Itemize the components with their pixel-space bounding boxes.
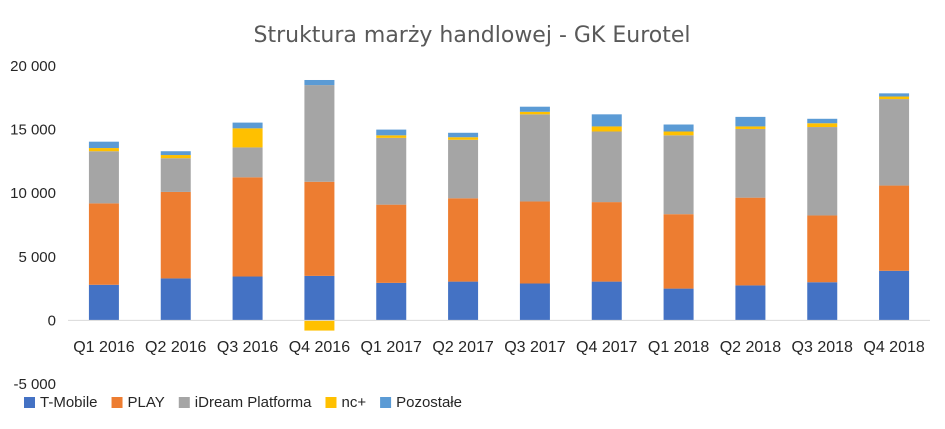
bar-segment-idream-platforma — [448, 139, 479, 199]
bar-segment-pozosta-e — [376, 129, 407, 136]
bar-segment-nc- — [304, 320, 335, 331]
bar-segment-t-mobile — [591, 281, 622, 321]
bar-segment-nc- — [735, 126, 766, 129]
bar-segment-t-mobile — [663, 288, 694, 321]
y-axis: -5 000 0 5 000 10 000 15 000 20 000 — [10, 58, 56, 393]
x-tick-label: Q2 2017 — [432, 339, 493, 356]
bar-segment-nc- — [663, 131, 694, 136]
bar-segment-idream-platforma — [591, 131, 622, 203]
y-tick-label: 20 000 — [10, 58, 56, 75]
bar-segment-nc- — [160, 155, 191, 159]
bar-segment-nc- — [807, 123, 838, 128]
bar-segment-idream-platforma — [88, 151, 119, 204]
bar-segment-pozosta-e — [663, 124, 694, 132]
x-tick-label: Q1 2016 — [73, 339, 134, 356]
legend-label: iDream Platforma — [195, 394, 312, 411]
bar-segment-t-mobile — [519, 283, 550, 321]
bars-group — [88, 79, 910, 331]
bar-segment-play — [663, 214, 694, 289]
x-tick-label: Q1 2018 — [648, 339, 709, 356]
legend-label: Pozostałe — [396, 394, 462, 411]
bar-segment-nc- — [448, 137, 479, 140]
bar-segment-pozosta-e — [735, 116, 766, 127]
bar-segment-nc- — [376, 135, 407, 138]
bar-segment-idream-platforma — [160, 158, 191, 192]
legend-swatch — [325, 397, 337, 408]
bar-segment-t-mobile — [807, 282, 838, 321]
bar-segment-t-mobile — [448, 281, 479, 321]
bar-segment-idream-platforma — [879, 99, 910, 186]
y-tick-label: -5 000 — [13, 376, 56, 393]
bar-segment-pozosta-e — [807, 118, 838, 124]
legend-swatch — [24, 397, 35, 408]
bar-segment-play — [591, 202, 622, 282]
bar-segment-nc- — [519, 111, 550, 115]
bar-segment-play — [88, 203, 119, 285]
bar-segment-play — [304, 181, 335, 276]
bar-segment-idream-platforma — [735, 128, 766, 198]
bar-segment-t-mobile — [160, 278, 191, 321]
legend-label: PLAY — [128, 394, 165, 411]
bar-segment-nc- — [88, 148, 119, 152]
legend-label: nc+ — [341, 394, 366, 411]
bar-segment-nc- — [591, 126, 622, 132]
x-tick-label: Q3 2016 — [217, 339, 278, 356]
bar-segment-play — [735, 197, 766, 286]
x-tick-label: Q1 2017 — [361, 339, 422, 356]
bar-segment-nc- — [879, 96, 910, 100]
y-tick-label: 10 000 — [10, 185, 56, 202]
bar-segment-play — [448, 198, 479, 282]
x-axis: Q1 2016 Q2 2016 Q3 2016 Q4 2016 Q1 2017 Q2 20… — [73, 339, 925, 356]
bar-segment-play — [807, 215, 838, 283]
bar-segment-idream-platforma — [519, 114, 550, 202]
bar-segment-idream-platforma — [304, 85, 335, 182]
x-tick-label: Q3 2017 — [504, 339, 565, 356]
bar-segment-play — [160, 191, 191, 279]
bar-segment-t-mobile — [304, 275, 335, 321]
bar-segment-nc- — [232, 128, 263, 148]
bar-segment-pozosta-e — [591, 114, 622, 127]
bar-segment-play — [232, 177, 263, 277]
bar-segment-t-mobile — [88, 284, 119, 321]
bar-segment-t-mobile — [735, 285, 766, 321]
bar-segment-pozosta-e — [519, 106, 550, 112]
bar-segment-play — [879, 185, 910, 271]
bar-segment-play — [519, 201, 550, 284]
chart-title: Struktura marży handlowej - GK Eurotel — [253, 23, 690, 48]
bar-segment-pozosta-e — [879, 93, 910, 97]
legend-swatch — [380, 397, 392, 408]
y-tick-label: 15 000 — [10, 122, 56, 139]
bar-segment-t-mobile — [879, 270, 910, 321]
x-tick-label: Q4 2017 — [576, 339, 637, 356]
bar-segment-idream-platforma — [663, 135, 694, 215]
legend-label: T-Mobile — [40, 394, 98, 411]
y-tick-label: 0 — [48, 312, 56, 329]
bar-segment-pozosta-e — [304, 79, 335, 86]
legend-swatch — [178, 397, 190, 408]
bar-segment-pozosta-e — [232, 122, 263, 129]
x-tick-label: Q3 2018 — [792, 339, 853, 356]
bar-segment-pozosta-e — [448, 132, 479, 138]
bar-segment-t-mobile — [232, 276, 263, 321]
x-tick-label: Q2 2018 — [720, 339, 781, 356]
legend-swatch — [111, 397, 123, 408]
bar-segment-idream-platforma — [807, 127, 838, 216]
bar-segment-idream-platforma — [376, 137, 407, 205]
x-tick-label: Q4 2018 — [863, 339, 924, 356]
x-tick-label: Q2 2016 — [145, 339, 206, 356]
bar-segment-pozosta-e — [88, 141, 119, 149]
bar-segment-idream-platforma — [232, 147, 263, 178]
bar-segment-t-mobile — [376, 282, 407, 321]
bar-segment-pozosta-e — [160, 151, 191, 156]
x-tick-label: Q4 2016 — [289, 339, 350, 356]
bar-segment-play — [376, 204, 407, 283]
y-tick-label: 5 000 — [18, 249, 56, 266]
legend: T-Mobile PLAY iDream Platforma nc+ Pozostałe — [24, 394, 462, 411]
